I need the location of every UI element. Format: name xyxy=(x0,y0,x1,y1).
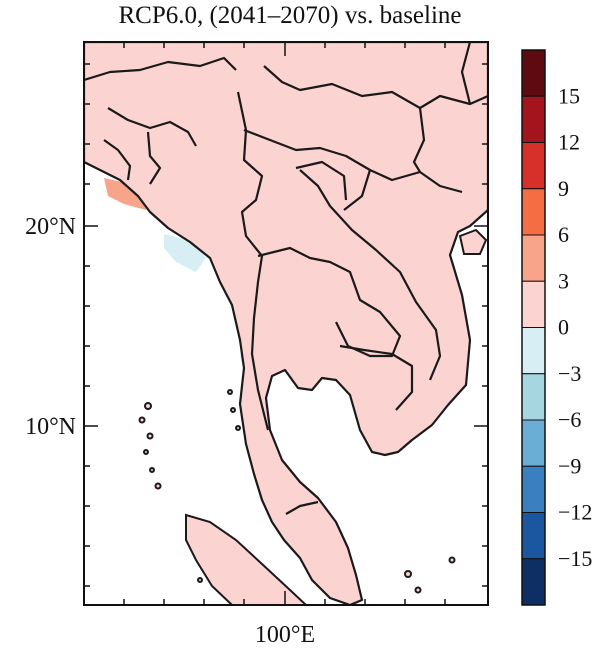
colorbar-label: −6 xyxy=(558,407,581,432)
colorbar-segment xyxy=(521,419,546,467)
colorbar-label: 0 xyxy=(558,315,569,340)
x-tick-label-100e: 100°E xyxy=(255,622,315,648)
colorbar-label: 12 xyxy=(558,130,580,155)
colorbar-label: −12 xyxy=(558,500,592,525)
colorbar-segment xyxy=(521,95,546,143)
colorbar-label: −15 xyxy=(558,546,592,571)
borders xyxy=(84,42,488,605)
colorbar-label: 9 xyxy=(558,176,569,201)
land-hainan xyxy=(458,228,488,255)
y-tick-label-10n: 10°N xyxy=(25,414,76,440)
islands xyxy=(138,389,456,594)
colorbar-label: 15 xyxy=(558,83,580,108)
colorbar-frame xyxy=(521,49,546,606)
colorbar-label: −3 xyxy=(558,361,581,386)
colorbar-segment xyxy=(521,234,546,282)
colorbar-label: 3 xyxy=(558,268,569,293)
axis-ticks xyxy=(84,42,488,605)
map-frame xyxy=(83,41,489,606)
colorbar-segment xyxy=(521,142,546,190)
colorbar-label: 6 xyxy=(558,222,569,247)
map-panel xyxy=(84,42,488,605)
y-tick-label-20n: 20°N xyxy=(25,214,76,240)
colorbar-label: −9 xyxy=(558,453,581,478)
colorbar-segment xyxy=(521,512,546,560)
colorbar-segment xyxy=(521,465,546,513)
colorbar-segment xyxy=(521,373,546,421)
colorbar: 15 12 9 6 3 0 −3 −6 −9 −12 −15 xyxy=(521,49,592,606)
colorbar-segment xyxy=(521,49,546,97)
colorbar-segment xyxy=(521,188,546,236)
colorbar-segment xyxy=(521,558,546,606)
colorbar-segment xyxy=(521,327,546,375)
land-sumatra xyxy=(185,513,308,605)
map-title: RCP6.0, (2041–2070) vs. baseline xyxy=(118,2,462,29)
colorbar-segment xyxy=(521,280,546,328)
